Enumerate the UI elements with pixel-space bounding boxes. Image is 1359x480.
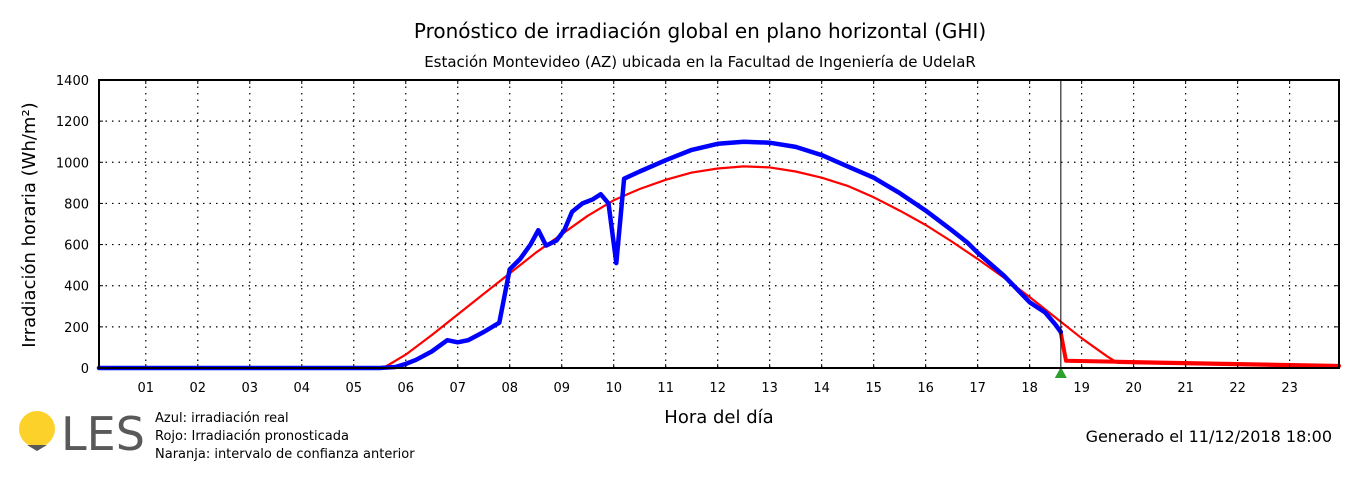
x-axis-ticks: 01 02 03 04 05 06 07 08 09 10 11 12 13 14 15 16 17 18 19 20… [138,80,1298,396]
y-tick-label: 0 [81,362,89,377]
x-tick-label: 12 [709,381,726,396]
legend-note-red: Rojo: Irradiación pronosticada [155,429,349,444]
x-tick-label: 08 [501,381,518,396]
x-tick-label: 05 [345,381,362,396]
y-tick-label: 1400 [56,74,89,89]
x-tick-label: 21 [1177,381,1194,396]
x-tick-label: 20 [1125,381,1142,396]
x-tick-label: 17 [969,381,986,396]
les-logo: LES [19,407,145,461]
x-tick-label: 23 [1281,381,1298,396]
chart-title: Pronóstico de irradiación global en plan… [414,19,986,43]
grid [99,80,1339,368]
measured-series-line [96,139,1064,371]
y-axis-ticks: 0 200 400 600 800 1000 1200 1400 [56,74,1339,377]
x-tick-label: 03 [242,381,259,396]
x-tick-label: 02 [190,381,207,396]
x-axis-label: Hora del día [664,407,773,428]
x-tick-label: 14 [813,381,830,396]
legend-note-blue: Azul: irradiación real [155,411,289,426]
forecast-series-line [97,165,1341,370]
x-tick-label: 01 [138,381,155,396]
y-tick-label: 600 [64,239,89,254]
x-tick-label: 11 [657,381,674,396]
x-tick-label: 07 [449,381,466,396]
y-tick-label: 400 [64,280,89,295]
sun-base-icon [27,445,47,451]
x-tick-label: 06 [397,381,414,396]
y-tick-label: 1200 [56,115,89,130]
generated-timestamp: Generado el 11/12/2018 18:00 [1086,427,1332,446]
plot-area [98,79,1340,369]
x-tick-label: 09 [553,381,570,396]
x-tick-label: 22 [1229,381,1246,396]
x-tick-label: 18 [1021,381,1038,396]
logo-text: LES [61,407,145,461]
x-tick-label: 19 [1073,381,1090,396]
chart-subtitle: Estación Montevideo (AZ) ubicada en la F… [424,53,976,71]
y-tick-label: 200 [64,321,89,336]
x-tick-label: 10 [605,381,622,396]
y-axis-label: Irradiación horaria (Wh/m²) [19,102,40,347]
sun-icon [19,411,55,447]
x-tick-label: 16 [917,381,934,396]
legend-note-orange: Naranja: intervalo de confianza anterior [155,447,415,462]
y-tick-label: 800 [64,197,89,212]
series-layer [96,139,1341,371]
forecast-tail-series-line [1058,331,1341,368]
x-tick-label: 04 [293,381,310,396]
current-time-marker [1054,367,1067,378]
x-tick-label: 13 [761,381,778,396]
x-tick-label: 15 [865,381,882,396]
y-tick-label: 1000 [56,156,89,171]
